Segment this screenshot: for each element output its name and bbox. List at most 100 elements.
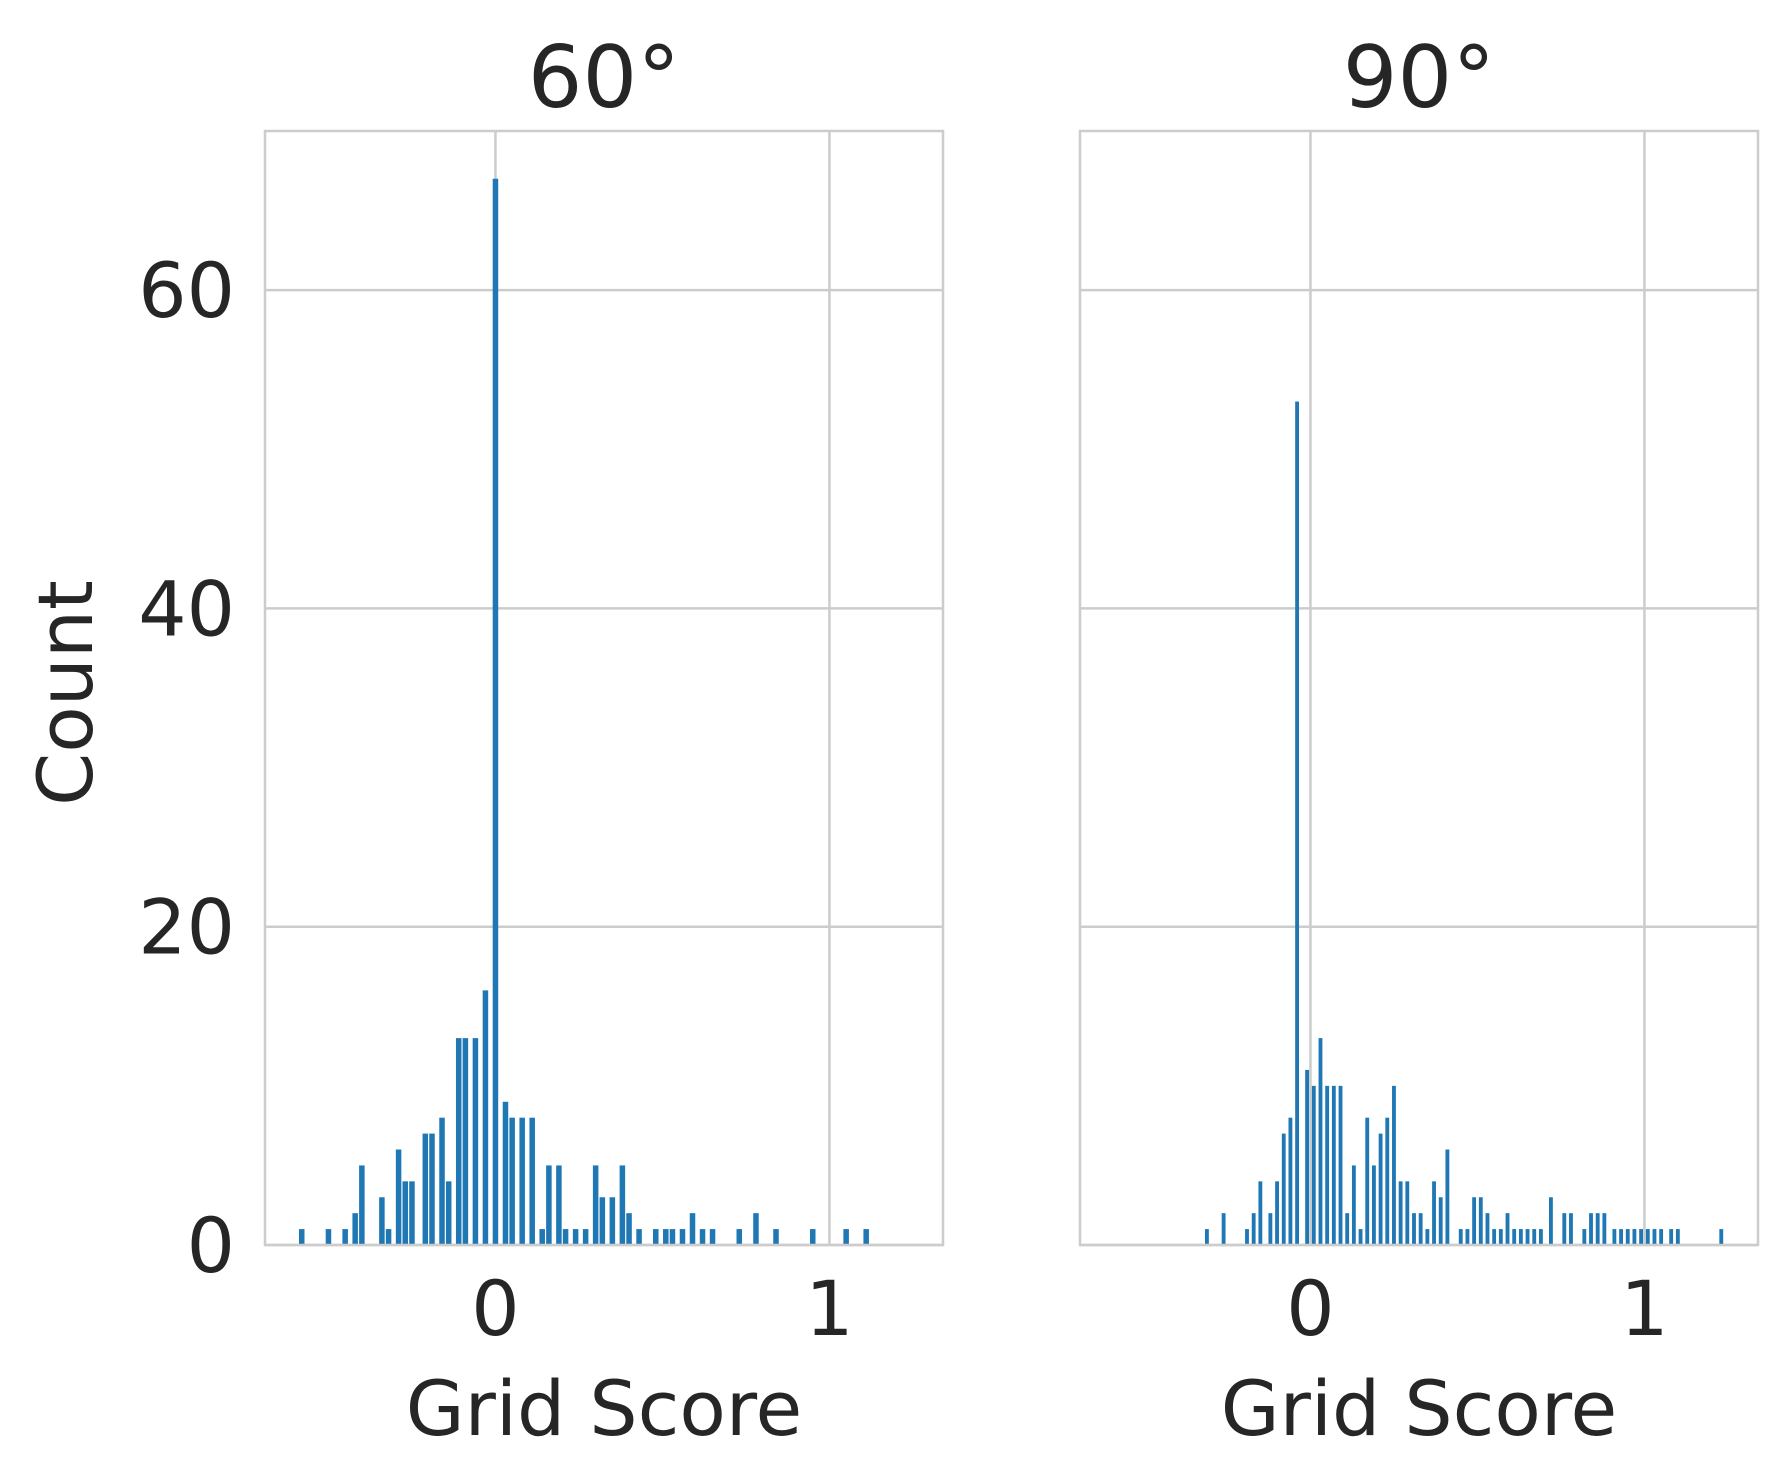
histogram-bar [619,1165,626,1245]
histogram-bar [439,1117,445,1245]
histogram-bar [679,1229,686,1245]
histogram-bar [1385,1117,1390,1245]
histogram-bar [1512,1229,1517,1245]
histogram-bar [1445,1149,1450,1245]
histogram-bar [1485,1213,1490,1245]
histogram-bar [1602,1213,1607,1245]
histogram-bar [1325,1085,1330,1245]
histogram-bar [1612,1229,1617,1245]
histogram-bar [352,1213,358,1245]
histogram-bar [626,1213,632,1245]
histogram-bar [1275,1181,1279,1245]
histogram-bar [1281,1133,1286,1245]
histogram-bar [539,1229,545,1245]
histogram-bar [1258,1181,1263,1245]
histogram-bar [1532,1229,1537,1245]
histogram-bar [472,1038,479,1245]
histogram-bar [1288,1117,1293,1245]
histogram-bar [809,1229,816,1245]
histogram-bar [699,1229,706,1245]
histogram-bar [1311,1085,1316,1245]
histogram-bar [359,1165,365,1245]
y-tick-label: 40 [138,564,235,653]
plot-frame [263,129,945,1247]
histogram-bar [669,1229,676,1245]
histogram-bar [1338,1085,1343,1245]
histogram-bar [1538,1229,1543,1245]
histogram-bar [385,1229,392,1245]
histogram-bar [1251,1213,1256,1245]
x-tick-label: 0 [471,1264,519,1353]
x-tick-label: 1 [805,1264,853,1353]
histogram-bar [409,1181,415,1245]
histogram-bar [1418,1213,1423,1245]
histogram-bar [1405,1181,1410,1245]
histogram-bar [1625,1229,1630,1245]
histogram-bar [709,1229,716,1245]
histogram-bar [1432,1181,1436,1245]
y-tick-label: 20 [138,883,235,972]
histogram-bar [863,1229,869,1245]
histogram-bar [429,1133,435,1245]
histogram-bar [1478,1197,1483,1245]
histogram-bar [379,1197,385,1245]
histogram-bar [599,1197,606,1245]
histogram-bar [462,1038,469,1245]
histogram-bar [1204,1229,1209,1245]
histogram-bar [402,1181,409,1245]
histogram-bar [773,1229,779,1245]
histogram-bar [1549,1197,1553,1245]
histogram-bar [1619,1229,1623,1245]
histogram-bar [455,1038,462,1245]
histogram-bar [1331,1085,1336,1245]
histogram-bar [1472,1197,1477,1245]
histogram-bar [1525,1229,1530,1245]
histogram-bar [1492,1229,1497,1245]
histogram-bar [1318,1038,1323,1245]
histogram-bar [482,990,489,1245]
histogram-bar [298,1229,305,1245]
panel-title: 60° [528,28,680,128]
histogram-bar [1438,1197,1443,1245]
y-tick-label: 0 [187,1201,235,1290]
histogram-bar [1305,1069,1310,1245]
histogram-bar [689,1213,696,1245]
y-tick-label: 60 [138,246,235,335]
histogram-bar [1639,1229,1644,1245]
histogram-bar [592,1165,599,1245]
histogram-bar [1425,1229,1430,1245]
histogram-bar [572,1229,579,1245]
histogram-bar [502,1101,509,1245]
histogram-bar [653,1229,659,1245]
x-axis-label: Grid Score [1221,1364,1618,1453]
histogram-bar [753,1213,759,1245]
histogram-bar [325,1229,332,1245]
panel-title: 90° [1343,28,1495,128]
histogram-bar [609,1197,616,1245]
histogram-bar [736,1229,743,1245]
histogram-bar [1569,1213,1573,1245]
histogram-bar [1632,1229,1637,1245]
histogram-bar [663,1229,669,1245]
histogram-bar [1645,1229,1650,1245]
histogram-bar [1358,1229,1363,1245]
histogram-bar [445,1181,452,1245]
histogram-bar [342,1229,348,1245]
histogram-bar [1221,1213,1226,1245]
histogram-bar [509,1117,515,1245]
histogram-bar [1669,1229,1674,1245]
histogram-bar [1659,1229,1664,1245]
x-axis-label: Grid Score [406,1364,803,1453]
y-axis-label: Count [21,580,110,806]
histogram-bar [519,1117,525,1245]
histogram-bar [546,1165,552,1245]
histogram-bar [1412,1213,1416,1245]
histogram-bar [1398,1181,1403,1245]
histogram-bar [1365,1117,1370,1245]
histogram-bar [529,1117,535,1245]
histogram-bar [582,1229,589,1245]
x-tick-label: 0 [1286,1264,1334,1353]
histogram-bar [492,178,499,1245]
